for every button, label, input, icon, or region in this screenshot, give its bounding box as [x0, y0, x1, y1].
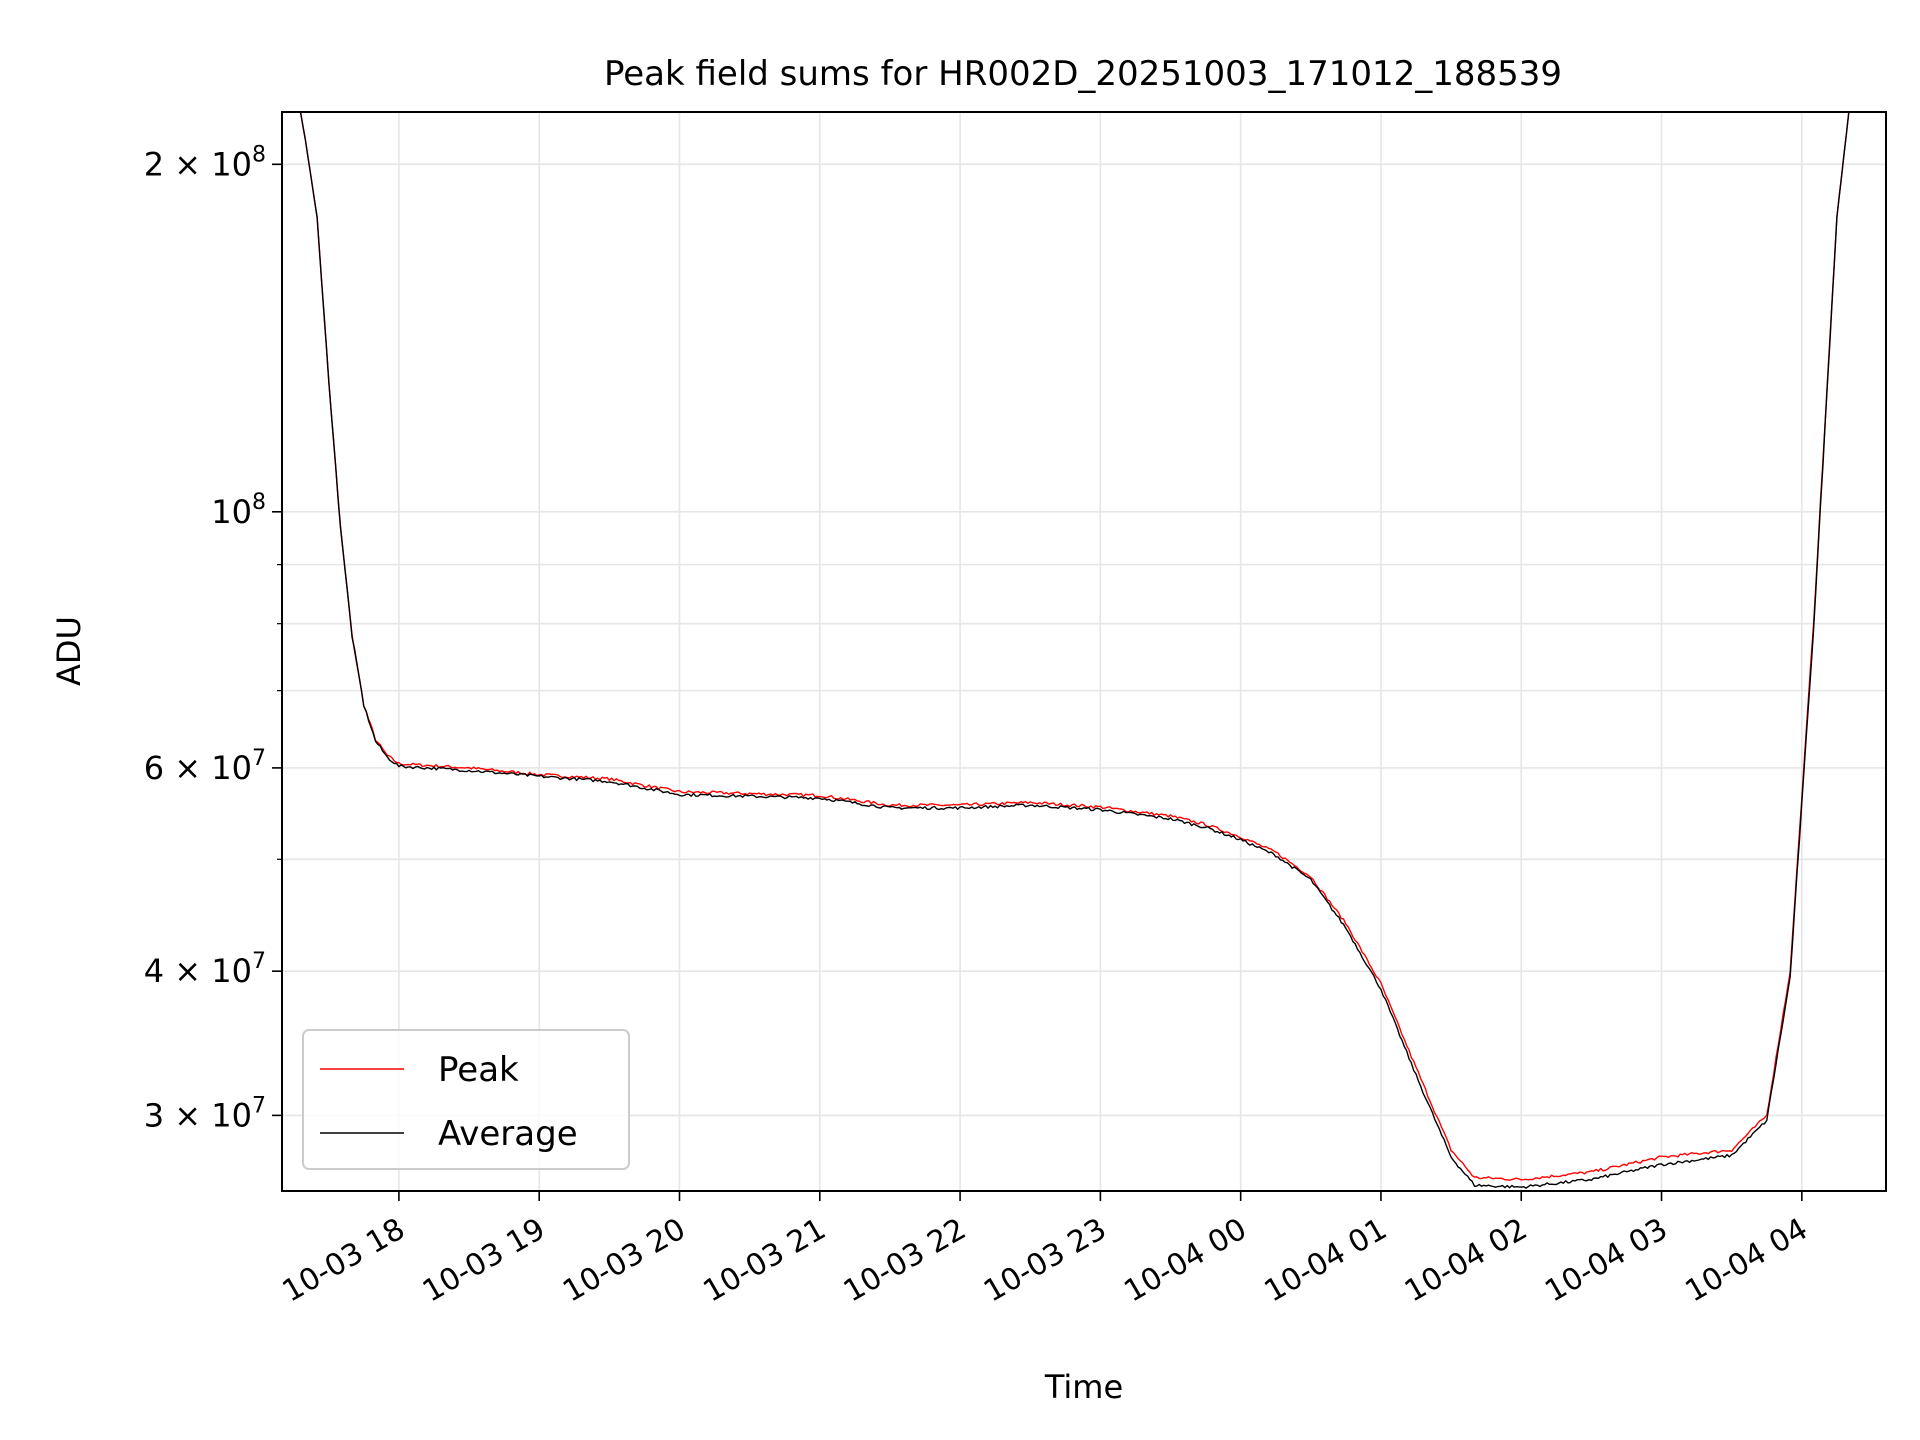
y-axis: 2 × 108 108 6 × 107 4 × 107 3 × 107 — [144, 142, 282, 1134]
legend-label-average: Average — [438, 1114, 578, 1154]
x-tick-label: 10-03 20 — [557, 1212, 691, 1310]
x-tick-label: 10-03 22 — [838, 1212, 972, 1310]
y-tick-label: 2 × 108 — [144, 142, 266, 183]
legend: Peak Average — [302, 1029, 630, 1170]
series-line-average — [299, 112, 1850, 1189]
x-axis: 10-03 18 10-03 19 10-03 20 10-03 21 10-03 22… — [277, 1191, 1814, 1309]
x-tick-label: 10-04 04 — [1680, 1212, 1814, 1310]
x-tick-label: 10-04 03 — [1539, 1212, 1673, 1310]
x-tick-label: 10-03 21 — [697, 1212, 831, 1310]
series-line-peak — [299, 112, 1850, 1181]
y-tick-label: 108 — [211, 490, 266, 531]
x-tick-label: 10-03 23 — [978, 1212, 1112, 1310]
x-tick-label: 10-04 02 — [1399, 1212, 1533, 1310]
y-axis-label: ADU — [50, 616, 88, 686]
x-tick-label: 10-04 01 — [1259, 1212, 1393, 1310]
x-tick-label: 10-04 00 — [1118, 1212, 1252, 1310]
legend-label-peak: Peak — [438, 1050, 519, 1090]
legend-box — [302, 1029, 630, 1170]
x-tick-label: 10-03 19 — [417, 1212, 551, 1310]
x-axis-label: Time — [1044, 1368, 1123, 1406]
grid — [282, 112, 1886, 1191]
y-tick-label: 3 × 107 — [144, 1093, 266, 1134]
y-tick-label: 6 × 107 — [144, 746, 266, 787]
x-tick-label: 10-03 18 — [277, 1212, 411, 1310]
y-tick-label: 4 × 107 — [144, 949, 266, 990]
chart-title: Peak field sums for HR002D_20251003_1710… — [604, 54, 1562, 94]
plot-frame — [281, 111, 1887, 1192]
plot-area — [299, 112, 1850, 1189]
